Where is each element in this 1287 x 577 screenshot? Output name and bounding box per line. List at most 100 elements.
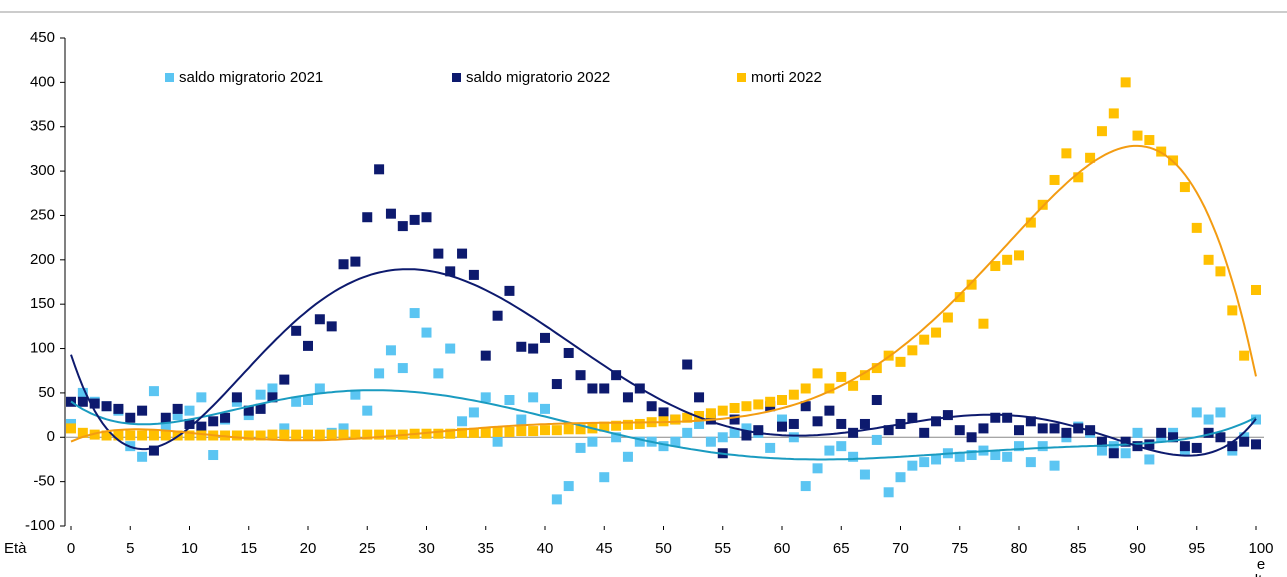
x-tick-label: 35: [477, 540, 495, 557]
marker: [824, 405, 835, 416]
marker: [611, 370, 622, 381]
marker: [990, 261, 1001, 272]
marker: [1168, 432, 1179, 443]
marker: [160, 412, 171, 423]
marker: [587, 436, 598, 447]
marker: [954, 292, 965, 303]
marker: [990, 412, 1001, 423]
marker: [350, 389, 361, 400]
marker: [682, 359, 693, 370]
marker: [788, 389, 799, 400]
marker: [1025, 217, 1036, 228]
marker: [516, 341, 527, 352]
marker: [338, 429, 349, 440]
marker: [599, 383, 610, 394]
marker: [1037, 423, 1048, 434]
marker: [800, 383, 811, 394]
x-tick-label: 55: [714, 540, 732, 557]
marker: [848, 427, 859, 438]
marker: [931, 454, 942, 465]
marker: [409, 214, 420, 225]
marker: [729, 402, 740, 413]
x-tick-label: 0: [66, 540, 76, 557]
marker: [765, 442, 776, 453]
y-tick-label: 350: [30, 118, 55, 135]
trend-line: [70, 144, 1257, 443]
marker: [433, 368, 444, 379]
marker: [895, 356, 906, 367]
marker: [338, 423, 349, 434]
x-tick-label: 85: [1069, 540, 1087, 557]
marker: [243, 405, 254, 416]
marker: [1179, 441, 1190, 452]
marker: [859, 370, 870, 381]
marker: [966, 450, 977, 461]
marker: [504, 426, 515, 437]
marker: [528, 343, 539, 354]
marker: [220, 412, 231, 423]
marker: [528, 426, 539, 437]
marker: [895, 472, 906, 483]
x-axis-label: Età: [4, 540, 27, 557]
marker: [777, 421, 787, 432]
legend-label: morti 2022: [751, 69, 822, 86]
y-tick-label: -100: [25, 517, 55, 534]
marker: [942, 410, 953, 421]
marker: [137, 430, 148, 441]
legend-swatch: [737, 73, 746, 82]
marker: [883, 487, 894, 498]
marker: [208, 450, 219, 461]
marker: [954, 451, 965, 462]
marker: [824, 445, 835, 456]
x-tick-label: 65: [832, 540, 850, 557]
marker: [1191, 407, 1202, 418]
marker: [919, 457, 930, 468]
x-tick-label: 25: [358, 540, 376, 557]
marker: [362, 212, 373, 223]
marker: [267, 383, 278, 394]
marker: [717, 432, 728, 443]
marker: [1179, 182, 1190, 193]
marker: [705, 436, 716, 447]
marker: [551, 425, 562, 436]
marker: [1085, 152, 1096, 163]
marker: [1227, 441, 1238, 452]
marker: [267, 429, 278, 440]
marker: [492, 310, 503, 321]
marker: [303, 395, 313, 406]
marker: [1191, 222, 1202, 233]
marker: [978, 318, 989, 329]
marker: [1144, 135, 1155, 146]
marker: [279, 374, 290, 385]
marker: [385, 429, 396, 440]
marker: [599, 421, 610, 432]
marker: [658, 441, 669, 452]
marker: [77, 396, 88, 407]
marker: [1037, 199, 1048, 210]
marker: [540, 403, 550, 414]
marker: [148, 445, 159, 456]
marker: [291, 396, 302, 407]
legend-swatch: [452, 73, 461, 82]
x-tick-label: 20: [299, 540, 317, 557]
y-tick-label: 50: [38, 384, 55, 401]
marker: [385, 208, 396, 219]
legend-swatch: [165, 73, 174, 82]
marker: [492, 426, 503, 437]
marker: [954, 425, 965, 436]
marker: [1014, 425, 1024, 436]
marker: [563, 481, 574, 492]
marker: [919, 427, 930, 438]
marker: [125, 412, 136, 423]
marker: [374, 429, 385, 440]
marker: [1108, 448, 1119, 459]
marker: [468, 427, 479, 438]
marker: [824, 383, 835, 394]
marker: [303, 340, 313, 351]
marker: [800, 481, 811, 492]
marker: [765, 396, 776, 407]
x-tick-label: 50: [655, 540, 672, 557]
marker: [788, 432, 799, 443]
marker: [1049, 423, 1060, 434]
